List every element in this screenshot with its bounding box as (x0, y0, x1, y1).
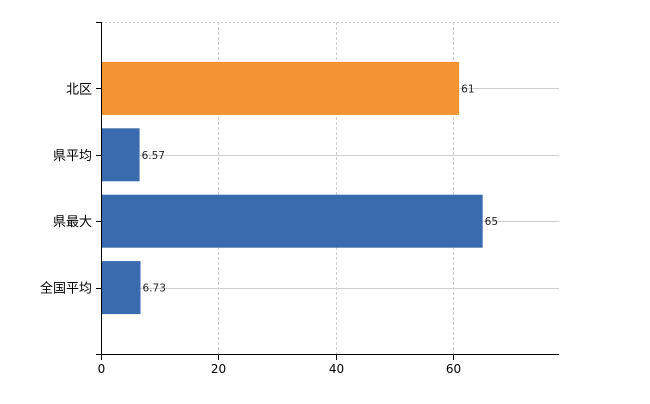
axes (96, 22, 559, 360)
bar (101, 194, 483, 248)
x-tick-label: 60 (446, 362, 461, 376)
labels: 61 北区 6.57 県平均 65 県最大 6.73 全国平均 0 20 40 60 (40, 82, 498, 376)
y-tick-label: 北区 (66, 82, 92, 97)
x-tick-label: 40 (329, 362, 344, 376)
x-tick-label: 0 (98, 362, 106, 376)
data-label: 65 (485, 216, 498, 228)
bar (101, 128, 140, 182)
x-tick-label: 20 (211, 362, 226, 376)
data-label: 6.57 (142, 150, 165, 162)
bar (101, 61, 460, 115)
data-label: 61 (461, 83, 474, 95)
y-tick-label: 県平均 (53, 149, 92, 164)
y-tick-label: 県最大 (53, 215, 92, 230)
bars (101, 61, 483, 315)
bar (101, 261, 141, 315)
y-tick-label: 全国平均 (40, 281, 92, 297)
data-label: 6.73 (143, 283, 166, 295)
